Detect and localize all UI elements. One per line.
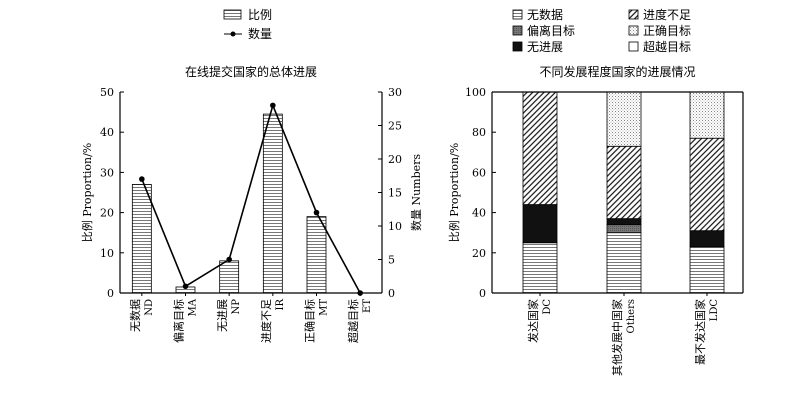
stacked-bar-segment [522,91,558,205]
x-tick-label-zh: 最不发达国家 [693,299,707,365]
y-tick-label-right: 30 [388,86,402,99]
y-tick-label: 80 [472,126,486,139]
y-tick-label-right: 5 [388,254,395,267]
legend-label: 数量 [248,26,272,41]
bar [219,260,240,294]
legend-label: 比例 [248,8,272,22]
line-point [226,256,232,263]
y-tick-label-right: 15 [388,187,402,200]
x-tick-label-en: ET [362,299,373,313]
legend-swatch [628,25,639,36]
legend-swatch [512,25,523,36]
stacked-bar-segment [689,91,725,139]
x-tick-label-en: Others [626,299,637,334]
legend-swatch [512,9,523,20]
x-tick-label-en: IR [275,299,286,311]
legend-swatch [628,9,639,20]
y-tick-label: 0 [107,287,114,300]
stacked-bar-segment [689,230,725,248]
x-tick-label-zh: 其他发展中国家 [610,299,624,376]
stacked-bar-segment [606,218,642,226]
y-axis-label-left: 比例 Proportion/% [80,143,94,243]
legend-marker-swatch [230,31,236,37]
y-tick-label: 60 [472,166,486,179]
stacked-bar-segment [606,232,642,294]
x-tick-label-zh: 超越目标 [346,299,360,343]
y-axis-label: 比例 Proportion/% [447,143,461,243]
line-point [313,209,320,216]
chart-title: 不同发展程度国家的进展情况 [539,64,695,79]
legend-swatch [512,41,523,52]
x-tick-label-zh: 偏离目标 [172,299,186,343]
stacked-bar-segment [689,137,725,232]
line-point [139,176,145,182]
y-tick-label: 40 [100,126,114,139]
x-tick-label-en: DC [542,299,553,315]
y-tick-label-right: 10 [388,220,402,233]
y-tick-label: 0 [479,287,486,300]
y-tick-label-right: 0 [388,287,395,300]
y-tick-label: 20 [100,207,114,220]
chart-title: 在线提交国家的总体进展 [185,64,317,79]
stacked-bar-segment [522,242,558,294]
x-tick-label-zh: 正确目标 [303,299,317,343]
legend-label: 进度不足 [643,7,691,22]
legend-label: 超越目标 [643,39,691,54]
x-tick-label-en: MA [188,298,199,316]
y-tick-label: 10 [100,247,114,260]
bar [131,184,152,294]
y-tick-label: 40 [472,207,486,220]
x-tick-label-zh: 进度不足 [259,299,273,343]
legend-label: 无数据 [527,7,563,22]
stacked-bar-segment [606,145,642,220]
legend-label: 偏离目标 [527,23,575,38]
stacked-bar-segment [689,246,725,294]
line-point [182,283,189,290]
legend-label: 无进展 [527,40,563,54]
y-tick-label: 100 [465,86,486,99]
y-tick-label-right: 20 [388,153,402,166]
x-tick-label-en: LDC [709,299,720,322]
y-tick-label-right: 25 [388,120,402,133]
x-tick-label-en: MT [319,299,330,316]
x-tick-label-en: NP [231,299,242,315]
stacked-bar-segment [606,91,642,147]
x-tick-label-zh: 发达国家 [526,299,540,343]
x-tick-label-en: ND [144,299,155,316]
y-tick-label: 50 [100,86,114,99]
legend-swatch [628,41,639,52]
x-tick-label-zh: 无数据 [128,299,142,332]
series-line [141,102,361,294]
bar [262,113,283,294]
legend-bar-swatch [223,9,242,20]
x-tick-label-zh: 无进展 [216,299,229,332]
y-tick-label: 30 [100,166,114,179]
stacked-bar-segment [522,204,558,244]
line-point [270,102,276,109]
legend-label: 正确目标 [643,24,691,38]
bar [306,216,327,294]
y-tick-label: 20 [472,247,486,260]
stacked-bar-segment [606,224,642,234]
y-axis-label-right: 数量 Numbers [410,154,423,231]
